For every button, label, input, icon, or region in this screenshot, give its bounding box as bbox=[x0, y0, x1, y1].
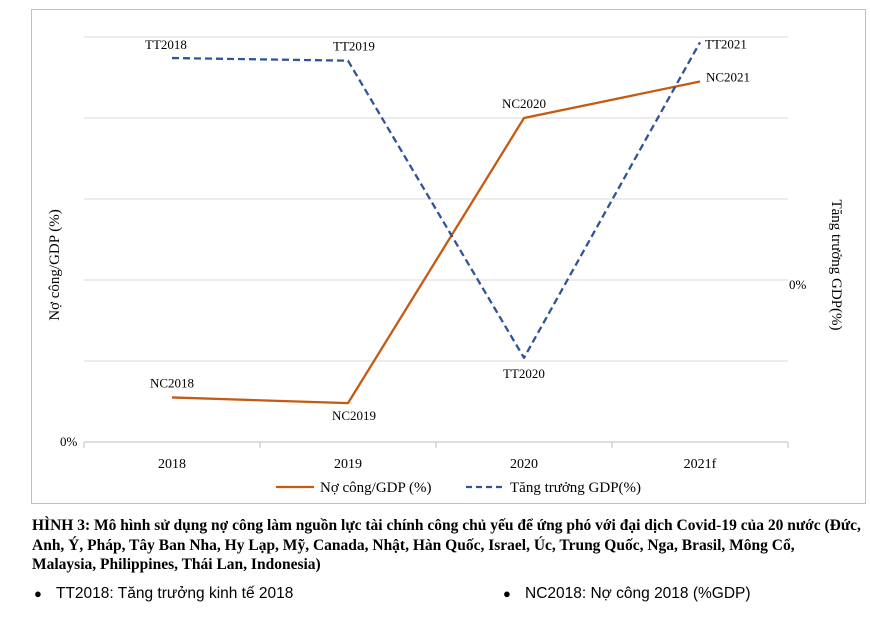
y-left-zero-label: 0% bbox=[60, 434, 78, 449]
x-ticks: 2018 2019 2020 2021f bbox=[83, 442, 789, 472]
y-axis-left-title: Nợ công/GDP (%) bbox=[47, 209, 63, 321]
point-label: NC2020 bbox=[502, 96, 546, 111]
x-tick-label: 2018 bbox=[158, 457, 186, 472]
point-label: TT2019 bbox=[333, 39, 375, 54]
point-label: NC2019 bbox=[332, 408, 376, 423]
chart-frame: 2018 2019 2020 2021f NC2018 NC2019 NC2020 NC20… bbox=[31, 9, 866, 504]
series-layer bbox=[171, 41, 702, 405]
point-label: TT2018 bbox=[145, 37, 187, 52]
note-text: TT2018: Tăng trưởng kinh tế 2018 bbox=[56, 585, 294, 602]
series-line-debt bbox=[171, 80, 701, 405]
x-tick-label: 2021f bbox=[684, 457, 717, 472]
legend-label-growth: Tăng trưởng GDP(%) bbox=[510, 480, 641, 496]
point-label: NC2018 bbox=[150, 375, 194, 390]
y-right-zero-label: 0% bbox=[789, 277, 807, 292]
chart-svg: 2018 2019 2020 2021f NC2018NC2019NC2020NC20… bbox=[47, 36, 844, 496]
bullet-icon: ● bbox=[34, 586, 42, 601]
figure-caption: HÌNH 3: Mô hình sử dụng nợ công làm nguồ… bbox=[32, 517, 861, 573]
x-tick-label: 2020 bbox=[510, 457, 538, 472]
legend: Nợ công/GDP (%) Tăng trưởng GDP(%) bbox=[276, 480, 641, 496]
legend-label-debt: Nợ công/GDP (%) bbox=[320, 480, 432, 496]
bullet-icon: ● bbox=[503, 586, 511, 601]
point-label: TT2021 bbox=[705, 36, 747, 51]
x-tick-label: 2019 bbox=[334, 457, 362, 472]
point-label: NC2021 bbox=[706, 70, 750, 85]
note-tt2018: ● TT2018: Tăng trưởng kinh tế 2018 bbox=[34, 585, 293, 603]
note-text: NC2018: Nợ công 2018 (%GDP) bbox=[525, 585, 751, 602]
series-line-growth bbox=[171, 41, 702, 359]
note-nc2018: ● NC2018: Nợ công 2018 (%GDP) bbox=[503, 585, 751, 603]
point-labels: NC2018 NC2019 NC2020 NC2021 TT2018 TT2019 TT20… bbox=[145, 36, 750, 423]
y-axis-right-title: Tăng trưởng GDP(%) bbox=[828, 199, 844, 330]
point-label: TT2020 bbox=[503, 366, 545, 381]
